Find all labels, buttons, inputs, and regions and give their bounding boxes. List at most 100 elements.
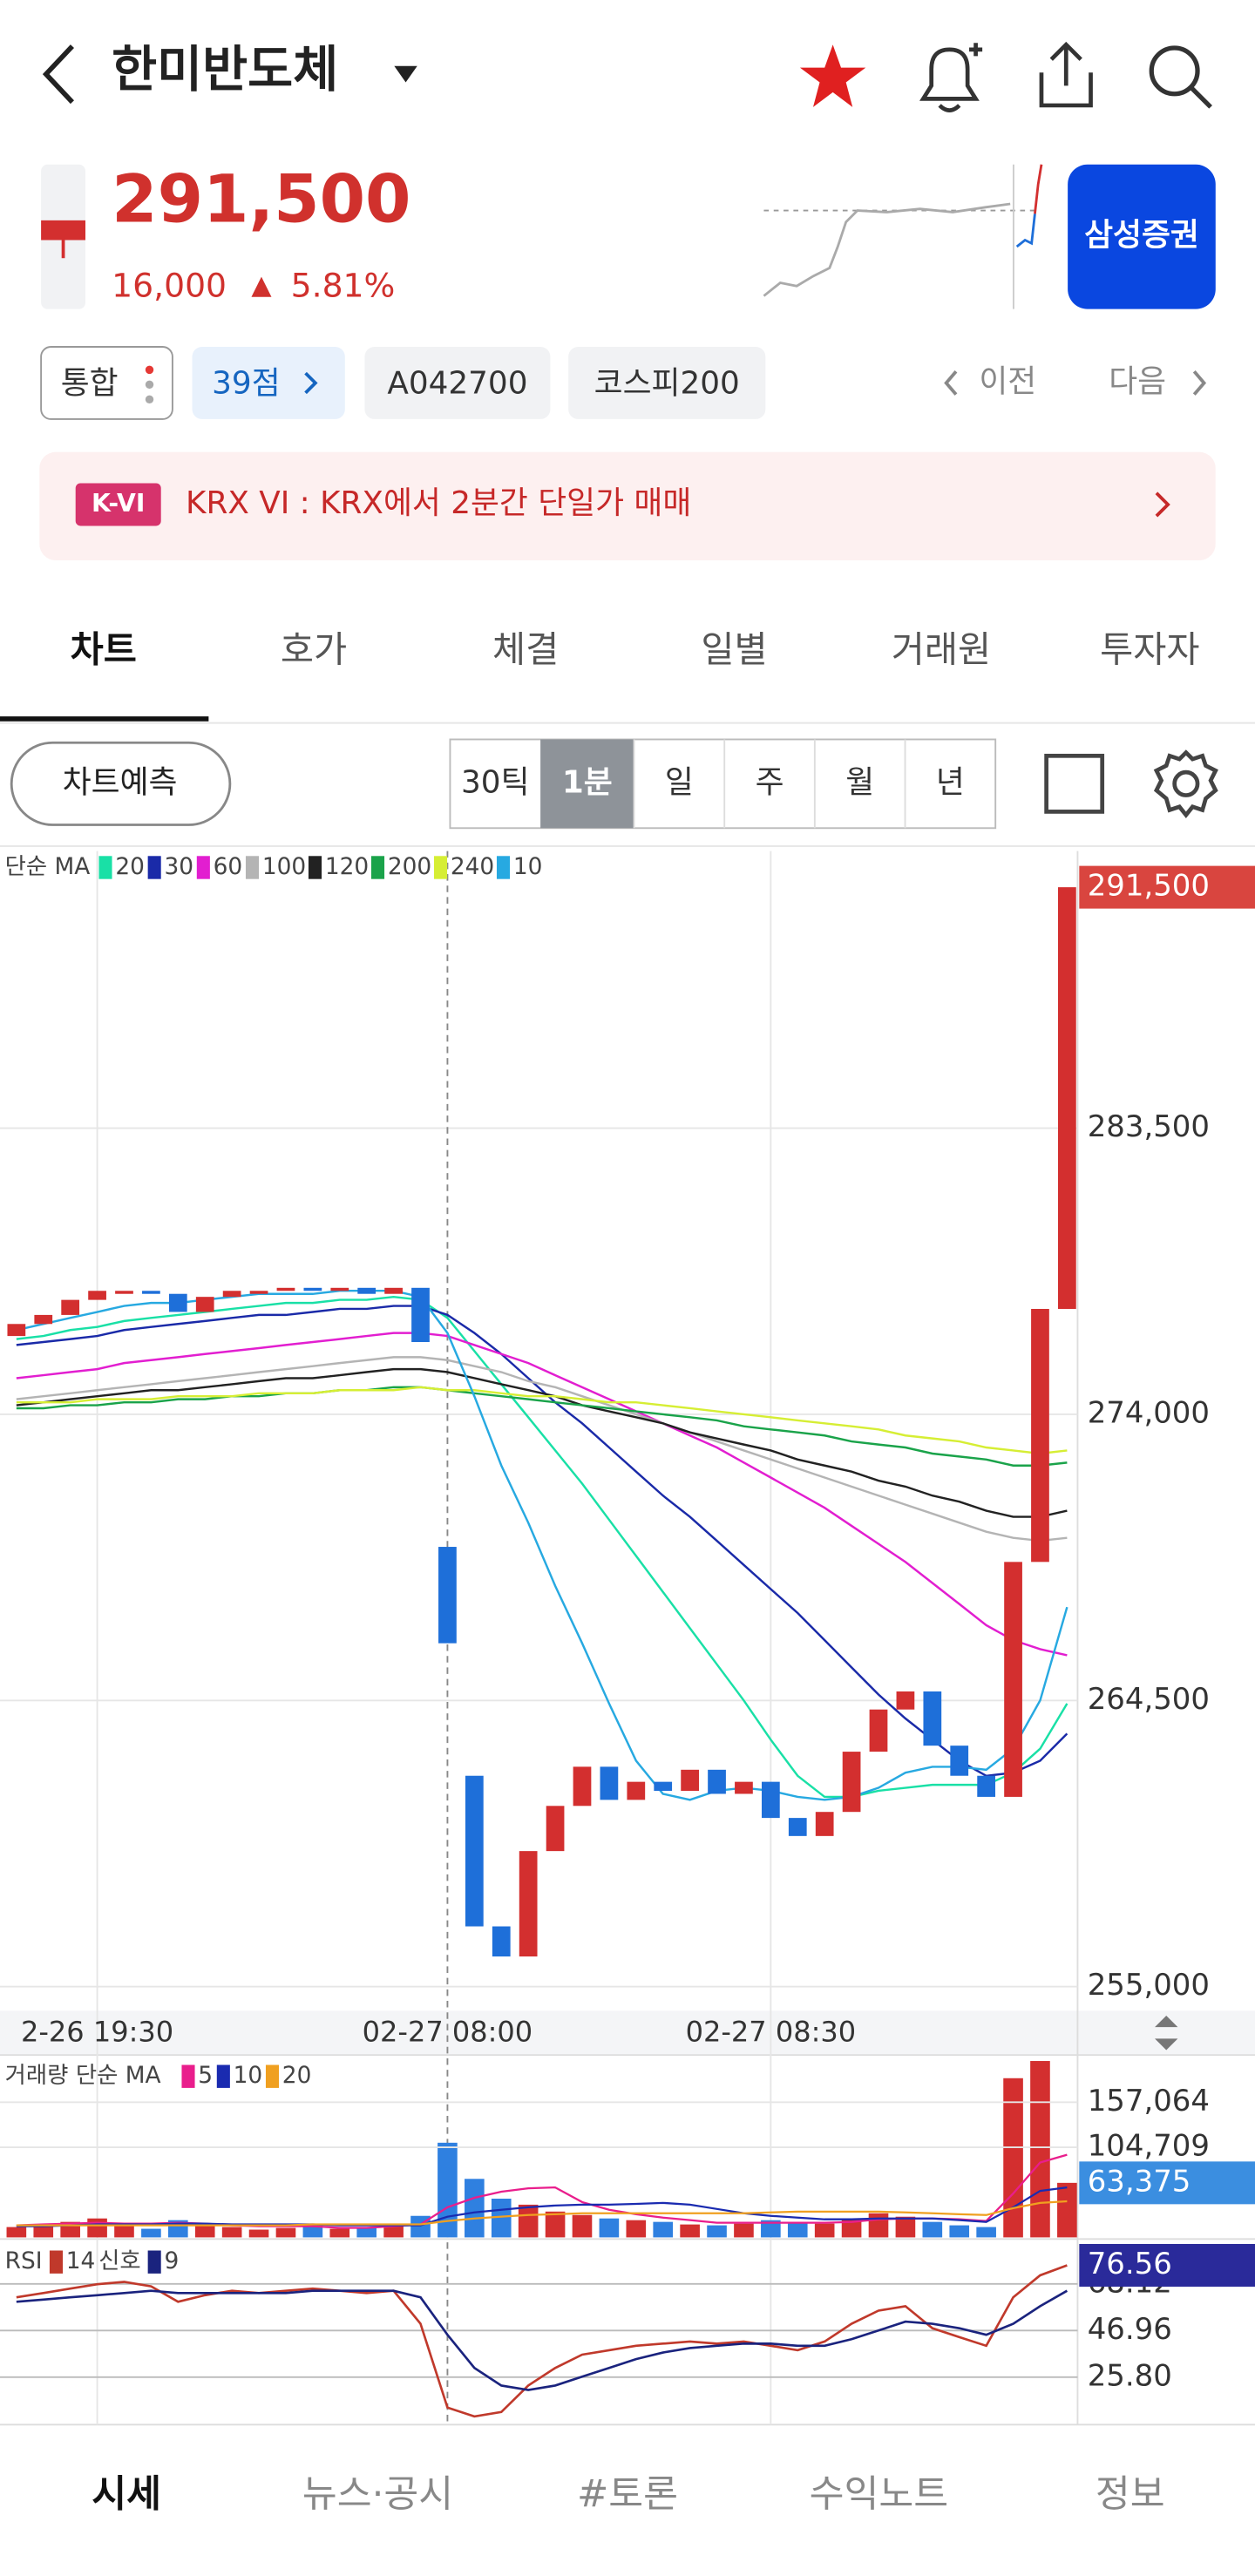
tag-chip[interactable] — [364, 347, 551, 419]
period-active[interactable] — [540, 739, 634, 829]
period[interactable]: 주 — [756, 764, 784, 800]
x-tick-label: 02-27 08:30 — [686, 2016, 857, 2049]
legend-label: 10 — [234, 2063, 263, 2089]
candle — [61, 1299, 80, 1315]
volume-bar — [814, 2223, 835, 2238]
candle — [546, 1806, 565, 1852]
favorite-star[interactable] — [799, 44, 866, 107]
predict-label[interactable]: 차트예측 — [63, 764, 178, 800]
tag-label[interactable]: 코스피200 — [594, 365, 740, 401]
volume-ma-line — [16, 2186, 1068, 2227]
tag-chip[interactable] — [40, 346, 173, 420]
moving-average-line — [16, 1332, 1068, 1657]
tag-label[interactable]: A042700 — [387, 365, 527, 401]
period[interactable]: 월 — [845, 764, 874, 800]
x-axis-band — [0, 2010, 1255, 2056]
candle — [1031, 1308, 1049, 1563]
candle — [7, 1324, 26, 1337]
period[interactable]: 일 — [665, 764, 694, 800]
y-tick-label: 104,709 — [1088, 2129, 1210, 2163]
period[interactable]: 30틱 — [461, 764, 529, 800]
candle — [411, 1287, 430, 1343]
broker-button[interactable] — [1068, 164, 1216, 309]
candle — [815, 1812, 834, 1836]
nav-item[interactable]: 정보 — [1096, 2473, 1165, 2517]
tab[interactable]: 체결 — [492, 629, 559, 671]
nav-item[interactable]: 수익노트 — [810, 2473, 949, 2517]
search-button[interactable] — [1149, 45, 1212, 109]
zoom-handle[interactable] — [1155, 2015, 1178, 2051]
layout-button[interactable] — [1044, 753, 1105, 814]
back-button[interactable] — [42, 44, 74, 105]
volume-bar — [841, 2218, 862, 2238]
tag-chevron — [304, 371, 318, 395]
next-button[interactable]: 다음 — [1109, 363, 1166, 399]
tag-chip[interactable] — [568, 347, 766, 419]
predict-button[interactable] — [10, 741, 232, 826]
vi-badge — [75, 483, 161, 526]
legend-name: 신호 — [98, 2248, 141, 2274]
volume-bar — [922, 2221, 943, 2238]
candle — [492, 1926, 511, 1957]
volume-bar — [895, 2216, 916, 2238]
tab[interactable]: 호가 — [281, 629, 347, 671]
legend-swatch — [49, 2250, 63, 2274]
alarm-button[interactable] — [919, 43, 983, 112]
current-value-label: 63,375 — [1088, 2164, 1191, 2198]
y-tick-label: 283,500 — [1088, 1109, 1210, 1143]
mini-chart — [763, 164, 1043, 309]
moving-average-line — [16, 1289, 1068, 1801]
settings-button[interactable] — [1153, 749, 1218, 818]
broker-label[interactable]: 삼성증권 — [1084, 218, 1199, 254]
prev-button[interactable]: 이전 — [979, 363, 1036, 399]
vi-banner[interactable] — [39, 451, 1216, 561]
candle — [735, 1781, 753, 1794]
candle — [384, 1287, 403, 1294]
title-dropdown[interactable] — [394, 65, 417, 83]
tag-label[interactable]: 39점 — [212, 365, 280, 401]
candle — [1058, 887, 1076, 1309]
period[interactable]: 년 — [936, 764, 965, 800]
legend-label: 200 — [388, 854, 431, 880]
stock-title[interactable]: 한미반도체 — [112, 42, 338, 98]
legend-label: 120 — [325, 854, 369, 880]
indicator-line — [16, 2264, 1068, 2418]
y-tick-label: 157,064 — [1088, 2084, 1210, 2118]
tab[interactable]: 차트 — [71, 629, 137, 671]
y-tick-label: 25.80 — [1088, 2358, 1172, 2392]
candle — [195, 1297, 214, 1312]
volume-bar — [438, 2142, 458, 2238]
volume-bar — [33, 2224, 54, 2238]
prev-chevron[interactable] — [944, 370, 958, 396]
legend-swatch — [147, 856, 161, 879]
tab[interactable]: 투자자 — [1100, 629, 1199, 671]
volume-bar — [194, 2223, 215, 2238]
volume-bar — [680, 2224, 700, 2238]
tag-label[interactable]: 통합 — [61, 365, 119, 401]
share-button[interactable] — [1039, 41, 1093, 108]
candle — [923, 1691, 942, 1746]
legend-label: 9 — [164, 2248, 179, 2274]
period[interactable]: 1분 — [562, 764, 613, 800]
next-chevron[interactable] — [1192, 370, 1207, 396]
tag-chip[interactable] — [192, 347, 345, 419]
volume-bar — [221, 2227, 242, 2238]
nav-item[interactable]: 시세 — [92, 2473, 161, 2517]
nav-item[interactable]: #토론 — [577, 2473, 678, 2517]
volume-bar — [868, 2213, 889, 2238]
nav-item[interactable]: 뉴스·공시 — [302, 2473, 453, 2517]
volume-bar — [787, 2221, 808, 2238]
legend-label: 60 — [214, 854, 243, 880]
tab[interactable]: 일별 — [701, 629, 767, 671]
volume-bar — [976, 2227, 996, 2238]
candle — [465, 1775, 484, 1927]
tab[interactable]: 거래원 — [892, 629, 991, 671]
moving-average-line — [16, 1295, 1068, 1799]
legend-swatch — [98, 856, 112, 879]
change-direction: ▲ — [251, 270, 272, 301]
volume-bar — [653, 2221, 674, 2238]
legend-label: 20 — [282, 2063, 312, 2089]
legend-swatch — [196, 856, 210, 879]
legend-title: 거래량 단순 MA — [5, 2063, 161, 2089]
candle — [438, 1547, 457, 1644]
